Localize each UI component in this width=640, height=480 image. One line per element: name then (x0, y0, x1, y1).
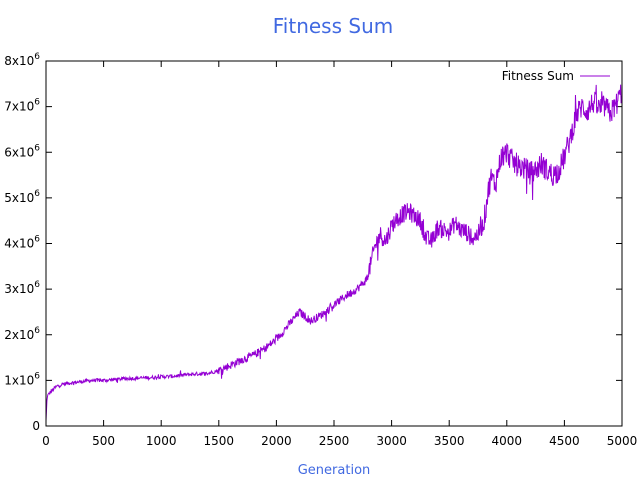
x-tick-label: 500 (92, 434, 115, 448)
legend-label: Fitness Sum (502, 69, 574, 83)
y-tick-label: 7x106 (4, 98, 40, 114)
y-tick-base: 2x10 (4, 328, 34, 342)
y-axis-ticks: 01x1062x1063x1064x1065x1066x1067x1068x10… (4, 52, 622, 433)
y-tick-exponent: 6 (34, 235, 40, 245)
y-tick-base: 8x10 (4, 54, 34, 68)
x-axis-label: Generation (298, 463, 371, 478)
x-tick-label: 1500 (204, 434, 235, 448)
x-tick-label: 4000 (492, 434, 523, 448)
y-tick-exponent: 6 (34, 280, 40, 290)
y-tick-label: 3x106 (4, 280, 40, 296)
plot-frame (45, 60, 623, 427)
series-layer (45, 84, 623, 421)
y-tick-base: 7x10 (4, 100, 34, 114)
y-tick-base: 3x10 (4, 282, 34, 296)
y-tick-label: 0 (32, 419, 40, 433)
x-tick-label: 2000 (261, 434, 292, 448)
y-tick-label: 6x106 (4, 143, 40, 159)
y-tick-base: 6x10 (4, 145, 34, 159)
x-tick-label: 3500 (434, 434, 465, 448)
x-tick-label: 3000 (376, 434, 407, 448)
y-tick-base: 4x10 (4, 237, 34, 251)
chart-title: Fitness Sum (273, 14, 393, 38)
y-tick-base: 1x10 (4, 373, 34, 387)
y-tick-label: 1x106 (4, 371, 40, 387)
y-tick-exponent: 6 (34, 52, 40, 62)
x-tick-label: 2500 (319, 434, 350, 448)
y-tick-label: 8x106 (4, 52, 40, 68)
y-tick-label: 5x106 (4, 189, 40, 205)
y-tick-base: 5x10 (4, 191, 34, 205)
y-tick-exponent: 6 (34, 98, 40, 108)
y-tick-exponent: 6 (34, 143, 40, 153)
y-tick-label: 2x106 (4, 326, 40, 342)
x-tick-label: 1000 (146, 434, 177, 448)
x-axis-ticks: 0 500 1000 1500 2000 2500 3000 3500 4000 4500 5000 (42, 61, 637, 448)
x-tick-label: 5000 (607, 434, 638, 448)
y-tick-exponent: 6 (34, 326, 40, 336)
y-tick-exponent: 6 (34, 189, 40, 199)
y-tick-exponent: 6 (34, 371, 40, 381)
legend: Fitness Sum (502, 69, 610, 83)
series-line (45, 84, 623, 421)
x-tick-label: 0 (42, 434, 50, 448)
x-tick-label: 4500 (549, 434, 580, 448)
y-tick-label: 4x106 (4, 235, 40, 251)
y-tick-base: 0 (32, 419, 40, 433)
